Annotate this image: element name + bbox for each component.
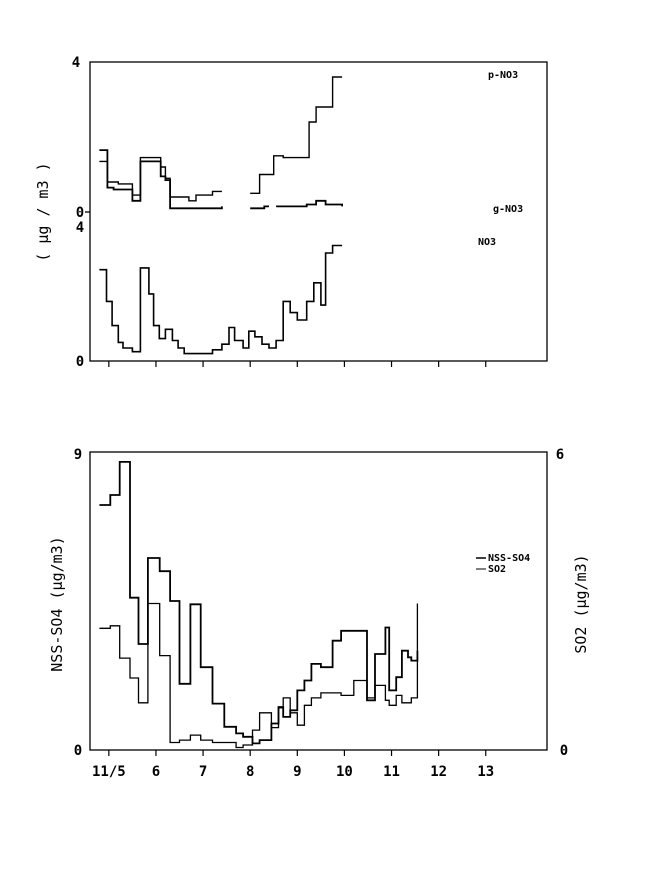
series-label-g-no3: g-NO3	[493, 204, 523, 215]
series-line-p-no3-segment-1	[99, 156, 222, 202]
lower-ytick-right-bottom: 0	[560, 743, 568, 759]
series-line-g-no3-segment-1	[99, 149, 223, 210]
xtick-label-1: 11/5	[92, 764, 126, 780]
upper-panel: 4 0 4 0 ( μg / m3 ) p-NO3 g-NO3 NO3	[34, 55, 548, 370]
xtick-label-3: 7	[199, 764, 207, 780]
upper-ytick-bottom: 0	[76, 354, 84, 370]
xtick-label-9: 13	[477, 764, 494, 780]
upper-ytick-top: 4	[72, 55, 80, 71]
xtick-label-7: 11	[383, 764, 400, 780]
lower-ylabel-right: SO2 (μg/m3)	[572, 554, 590, 653]
series-line-nss-so4-segment-1	[99, 461, 419, 745]
lower-ytick-right-top: 6	[556, 447, 564, 463]
legend-label-so2: SO2	[488, 564, 506, 575]
series-line-g-no3-segment-3	[276, 199, 343, 208]
upper-series-group	[99, 76, 343, 355]
lower-ytick-bottom: 0	[74, 743, 82, 759]
xtick-label-8: 12	[430, 764, 447, 780]
upper-xticks-group	[108, 361, 487, 367]
series-line-so2-segment-1	[99, 602, 419, 749]
upper-ytick-mid-zero: 0	[76, 205, 84, 221]
xtick-label-2: 6	[152, 764, 160, 780]
xtick-label-4: 8	[246, 764, 254, 780]
series-line-g-no3-segment-2	[250, 205, 269, 210]
lower-ylabel-left: NSS-SO4 (μg/m3)	[48, 536, 66, 671]
xtick-label-6: 10	[336, 764, 353, 780]
upper-ylabel: ( μg / m3 )	[34, 162, 52, 261]
lower-xticks-group: 11/5 6 7 8 9 10 11 12 13	[92, 750, 494, 780]
series-label-no3: NO3	[478, 237, 496, 248]
upper-ytick-mid-four: 4	[76, 220, 84, 236]
lower-series-group	[99, 461, 419, 749]
legend-label-nss-so4: NSS-SO4	[488, 553, 530, 564]
series-line-no3-segment-1	[99, 244, 343, 355]
series-label-p-no3: p-NO3	[488, 70, 518, 81]
lower-panel: 9 0 6 0 NSS-SO4 (μg/m3) SO2 (μg/m3) 11/5…	[48, 447, 590, 780]
lower-ytick-top: 9	[74, 447, 82, 463]
xtick-label-5: 9	[293, 764, 301, 780]
series-line-p-no3-segment-2	[250, 76, 343, 194]
lower-plot-frame	[89, 451, 548, 751]
